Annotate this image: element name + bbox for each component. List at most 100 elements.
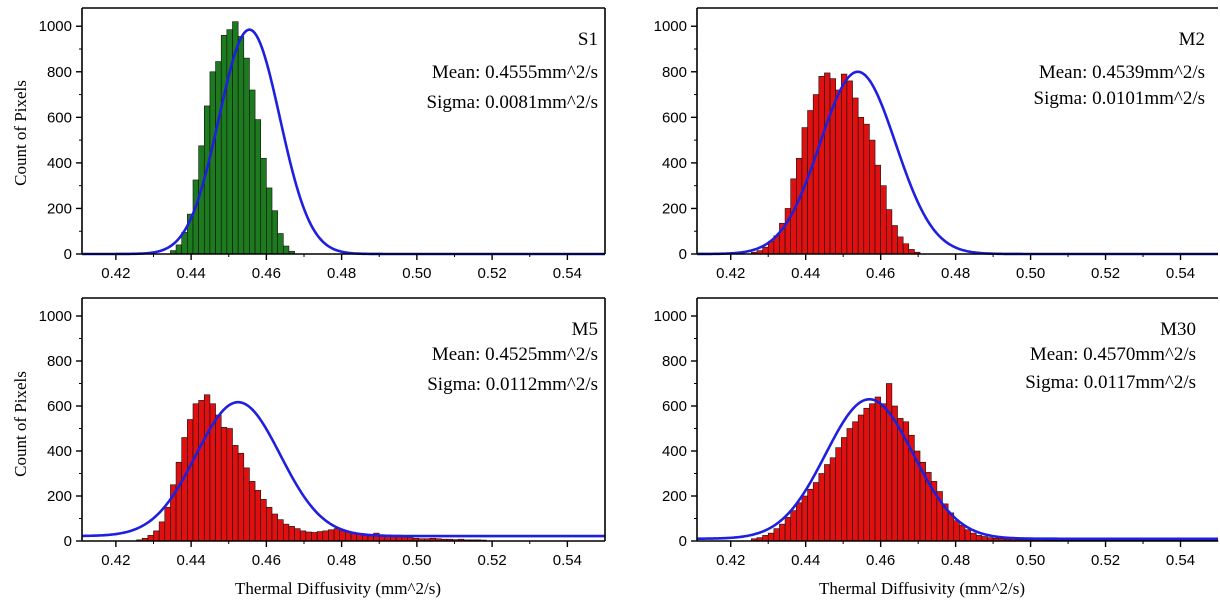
histogram-bar — [266, 187, 273, 255]
x-tick-label: 0.54 — [1166, 265, 1195, 282]
y-tick-label: 1000 — [39, 18, 72, 35]
histogram-bar — [260, 158, 267, 255]
y-tick-label: 600 — [662, 398, 687, 415]
histogram-bar — [784, 517, 792, 542]
x-tick-label: 0.42 — [716, 265, 745, 282]
histogram-bar — [857, 414, 865, 542]
histogram-bar — [885, 383, 893, 542]
histogram-bar — [181, 437, 188, 542]
histogram-bar — [249, 89, 256, 255]
x-tick-label: 0.52 — [1091, 552, 1120, 569]
x-axis-title-right: Thermal Diffusivity (mm^2/s) — [819, 579, 1025, 598]
histogram-bar — [175, 244, 182, 255]
histogram-bar — [807, 488, 814, 542]
histogram-bar — [891, 225, 898, 255]
x-tick-label: 0.48 — [941, 265, 970, 282]
histogram-bar — [328, 529, 335, 542]
histogram-bar — [897, 418, 904, 542]
histogram-bar — [215, 414, 222, 542]
histogram-bar — [790, 510, 797, 542]
histogram-bar — [841, 437, 848, 542]
y-tick-label: 0 — [679, 533, 687, 550]
histogram-bar — [773, 528, 780, 542]
mean-label: Mean: 0.4570mm^2/s — [1030, 344, 1196, 365]
y-tick-label: 600 — [47, 398, 72, 415]
x-tick-label: 0.44 — [791, 552, 820, 569]
y-tick-label: 400 — [662, 443, 687, 460]
histogram-bar — [266, 506, 273, 542]
x-tick-label: 0.50 — [1016, 265, 1045, 282]
histogram-bar — [339, 530, 346, 542]
histogram-bar — [897, 236, 904, 255]
histogram-bar — [220, 35, 228, 255]
mean-label: Mean: 0.4525mm^2/s — [432, 344, 598, 365]
histogram-bar — [953, 520, 960, 542]
histogram-bar — [841, 73, 848, 255]
histogram-bar — [812, 482, 820, 542]
x-tick-label: 0.46 — [252, 265, 281, 282]
histogram-bar — [282, 245, 290, 255]
x-tick-label: 0.54 — [553, 552, 582, 569]
histogram-bar — [835, 89, 842, 255]
x-tick-label: 0.42 — [716, 552, 745, 569]
panel-m30: 0.42 0.44 0.46 0.48 0.50 0.52 0.54 0 200 400 600 80… — [654, 297, 1219, 569]
histogram-bar — [869, 139, 876, 255]
histogram-bar — [824, 72, 831, 255]
histogram-bar — [237, 36, 245, 255]
y-tick-label: 1000 — [654, 308, 687, 325]
histogram-bar — [885, 209, 893, 255]
x-tick-label: 0.52 — [478, 552, 507, 569]
histogram-bar — [852, 97, 859, 255]
y-tick-label: 200 — [662, 488, 687, 505]
sigma-label: Sigma: 0.0117mm^2/s — [1025, 372, 1196, 393]
histogram-bar — [288, 526, 295, 542]
histogram-bar — [807, 110, 814, 255]
histogram-bar — [277, 233, 284, 255]
histogram-bar — [975, 535, 983, 542]
histogram-bar — [164, 506, 171, 542]
histogram-bar — [198, 145, 205, 255]
mean-label: Mean: 0.4555mm^2/s — [432, 62, 598, 83]
histogram-bar — [869, 403, 876, 542]
y-tick-label: 0 — [64, 533, 72, 550]
y-tick-label: 200 — [662, 200, 687, 217]
histogram-bar — [282, 523, 290, 542]
histogram-bar — [818, 76, 825, 255]
y-tick-label: 600 — [47, 109, 72, 126]
histogram-bar — [175, 461, 182, 542]
histogram-bar — [187, 419, 194, 542]
histogram-bar — [271, 513, 278, 542]
histogram-bar — [305, 531, 312, 542]
x-tick-label: 0.46 — [866, 552, 895, 569]
histogram-bar — [153, 530, 160, 542]
histogram-bar — [237, 452, 245, 542]
mean-label: Mean: 0.4539mm^2/s — [1039, 62, 1205, 83]
panel-s1: 0.42 0.44 0.46 0.48 0.50 0.52 0.54 0 200 400 600 80… — [39, 7, 606, 282]
histogram-bar — [796, 502, 803, 542]
panel-m5: 0.42 0.44 0.46 0.48 0.50 0.52 0.54 0 200 400 600 80… — [39, 297, 606, 569]
histogram-bar — [880, 185, 887, 255]
y-axis-title-top: Count of Pixels — [11, 80, 30, 186]
histogram-bar — [818, 473, 825, 542]
gaussian-fit-line — [81, 400, 605, 538]
histogram-bar — [192, 403, 199, 542]
histogram-bar — [874, 164, 881, 255]
histogram-bar — [779, 523, 786, 542]
histogram-bar — [249, 481, 256, 542]
sample-name-label: M5 — [572, 319, 598, 340]
x-tick-label: 0.48 — [941, 552, 970, 569]
y-tick-label: 400 — [47, 155, 72, 172]
histogram-bar — [857, 117, 865, 255]
y-tick-label: 200 — [47, 200, 72, 217]
x-tick-label: 0.52 — [478, 265, 507, 282]
histogram-bar — [158, 521, 166, 542]
histogram-bar — [299, 530, 307, 542]
sigma-label: Sigma: 0.0081mm^2/s — [427, 92, 598, 113]
histogram-bar — [243, 57, 250, 255]
histogram-bar — [260, 499, 267, 542]
x-tick-label: 0.46 — [866, 265, 895, 282]
sample-name-label: S1 — [578, 29, 598, 50]
histogram-bar — [316, 531, 324, 542]
histogram-bar — [824, 464, 831, 542]
panel-m2: 0.42 0.44 0.46 0.48 0.50 0.52 0.54 0 200 400 600 80… — [654, 7, 1218, 282]
